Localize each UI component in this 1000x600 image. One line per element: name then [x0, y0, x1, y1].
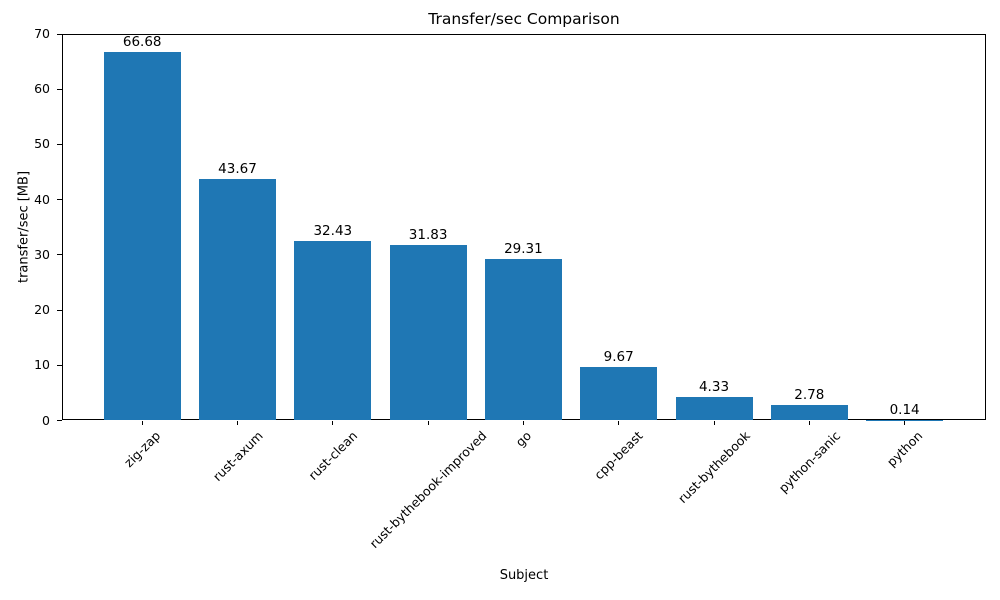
bar-zig-zap [103, 52, 181, 421]
bar-value-label-rust-clean: 32.43 [313, 223, 353, 240]
bar-python [866, 419, 944, 421]
x-axis-label: Subject [499, 568, 549, 583]
y-tick-mark [57, 254, 62, 256]
x-tick-label-python-sanic: python-sanic [775, 427, 843, 496]
bar-value-label-rust-axum: 43.67 [218, 161, 257, 178]
chart-title: Transfer/sec Comparison [428, 10, 620, 28]
x-tick-mark [808, 421, 810, 425]
bar-rust-clean [294, 241, 372, 421]
y-tick-label: 30 [34, 246, 50, 262]
y-tick-mark [57, 88, 62, 90]
x-tick-mark [427, 421, 429, 425]
x-tick-mark [141, 421, 143, 425]
y-tick-label: 70 [34, 26, 50, 41]
x-tick-mark [522, 421, 524, 425]
x-tick-label-rust-axum: rust-axum [209, 427, 266, 484]
y-tick-label: 50 [34, 136, 50, 152]
x-tick-mark [904, 421, 906, 425]
x-tick-label-rust-bythebook: rust-bythebook [675, 427, 754, 506]
x-tick-label-go: go [512, 427, 534, 450]
y-tick-mark [57, 420, 62, 421]
bar-rust-bythebook-improved [389, 244, 467, 421]
bar-rust-axum [199, 179, 276, 421]
y-tick-label: 60 [34, 81, 50, 97]
x-tick-label-python: python [883, 427, 926, 470]
bar-value-label-rust-bythebook: 4.33 [698, 378, 730, 395]
y-tick-mark [57, 309, 62, 311]
x-tick-label-cpp-beast: cpp-beast [591, 427, 646, 482]
bar-value-label-cpp-beast: 9.67 [603, 349, 634, 366]
y-tick-label: 10 [34, 357, 50, 373]
bar-value-label-go: 29.31 [504, 240, 543, 257]
y-tick-mark [57, 364, 62, 366]
y-tick-label: 20 [34, 302, 50, 318]
bar-cpp-beast [580, 367, 658, 421]
y-tick-mark [57, 199, 62, 201]
bar-python-sanic [770, 405, 848, 421]
x-tick-label-zig-zap: zig-zap [120, 427, 164, 470]
x-tick-mark [713, 421, 715, 425]
bar-rust-bythebook [675, 396, 753, 421]
y-tick-label: 0 [42, 412, 50, 428]
y-tick-mark [57, 143, 62, 145]
y-tick-label: 40 [34, 191, 50, 207]
x-tick-label-rust-clean: rust-clean [305, 427, 360, 483]
bar-value-label-zig-zap: 66.68 [122, 34, 162, 51]
x-tick-mark [237, 421, 238, 425]
y-tick-mark [57, 33, 62, 35]
bar-go [484, 258, 562, 421]
x-tick-mark [618, 421, 620, 425]
bar-value-label-rust-bythebook-improved: 31.83 [408, 226, 448, 243]
x-tick-label-rust-bythebook-improved: rust-bythebook-improved [366, 427, 490, 551]
bar-value-label-python-sanic: 2.78 [794, 387, 825, 404]
x-tick-mark [332, 421, 334, 425]
y-axis-label: transfer/sec [MB] [16, 170, 32, 284]
bar-value-label-python: 0.14 [889, 401, 920, 418]
